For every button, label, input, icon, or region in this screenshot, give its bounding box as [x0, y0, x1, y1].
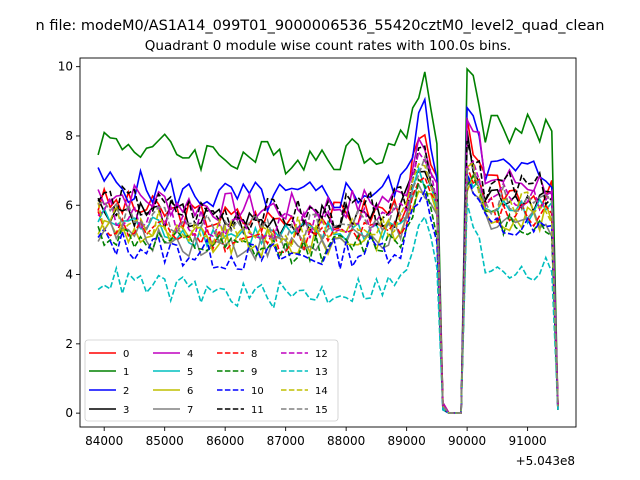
legend-label-11: 11	[251, 405, 264, 416]
legend-label-8: 8	[251, 349, 257, 360]
legend-label-2: 2	[123, 386, 129, 397]
legend-label-12: 12	[315, 349, 328, 360]
series-line-12	[97, 150, 559, 414]
series-line-11	[97, 140, 559, 414]
x-tick-label: 85000	[146, 434, 184, 448]
chart-title: Quadrant 0 module wise count rates with …	[145, 38, 511, 54]
legend-label-6: 6	[187, 386, 193, 397]
legend-label-3: 3	[123, 405, 129, 416]
legend-label-4: 4	[187, 349, 193, 360]
x-tick-label: 84000	[85, 434, 123, 448]
y-tick-label: 2	[65, 337, 73, 351]
y-axis: 0 2 4 6 8 10	[58, 60, 80, 420]
legend-label-14: 14	[315, 386, 328, 397]
y-tick-label: 10	[58, 60, 73, 74]
series-line-14	[97, 161, 559, 414]
y-tick-label: 8	[65, 129, 73, 143]
legend-label-0: 0	[123, 349, 129, 360]
series-line-15	[97, 154, 559, 414]
legend-label-15: 15	[315, 405, 328, 416]
legend-label-1: 1	[123, 367, 129, 378]
x-tick-label: 88000	[327, 434, 365, 448]
x-axis: 84000 85000 86000 87000 88000 89000 90000 91000	[85, 427, 547, 448]
x-tick-label: 90000	[448, 434, 486, 448]
y-tick-label: 6	[65, 198, 73, 212]
series-line-13	[97, 203, 559, 414]
y-tick-label: 0	[65, 406, 73, 420]
series-layer	[97, 67, 559, 414]
axes-frame	[79, 57, 577, 428]
x-tick-label: 87000	[267, 434, 305, 448]
y-tick-label: 4	[65, 268, 73, 282]
plot-area	[79, 57, 577, 428]
legend-label-5: 5	[187, 367, 193, 378]
x-axis-offset-label: +5.043e8	[516, 454, 575, 468]
figure-suptitle: n file: modeM0/AS1A14_099T01_9000006536_…	[36, 18, 605, 34]
legend-frame	[84, 339, 339, 422]
series-line-1	[97, 67, 559, 414]
series-line-10	[97, 172, 559, 414]
x-tick-label: 91000	[509, 434, 547, 448]
legend-label-9: 9	[251, 367, 257, 378]
series-line-7	[97, 177, 559, 414]
legend-label-13: 13	[315, 367, 328, 378]
legend-label-7: 7	[187, 405, 193, 416]
legend-label-10: 10	[251, 386, 264, 397]
x-tick-label: 86000	[206, 434, 244, 448]
x-tick-label: 89000	[388, 434, 426, 448]
